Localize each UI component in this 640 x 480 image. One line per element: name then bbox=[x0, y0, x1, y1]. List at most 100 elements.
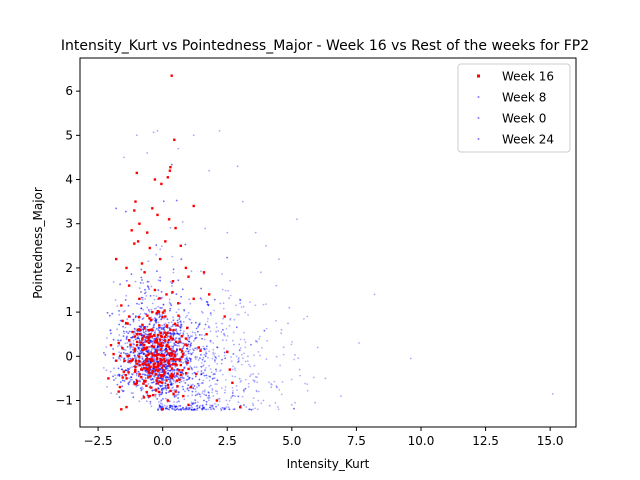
scatter-point bbox=[214, 402, 216, 405]
scatter-point bbox=[147, 260, 150, 263]
scatter-point bbox=[160, 405, 162, 408]
scatter-point bbox=[163, 349, 166, 352]
scatter-point bbox=[117, 367, 120, 370]
week16-point bbox=[178, 340, 181, 343]
scatter-point bbox=[193, 409, 196, 411]
scatter-point bbox=[174, 409, 177, 411]
scatter-point bbox=[170, 405, 173, 408]
scatter-point bbox=[145, 350, 148, 353]
scatter-point bbox=[200, 373, 203, 375]
scatter-point bbox=[147, 349, 150, 351]
scatter-point bbox=[215, 330, 218, 333]
week16-point bbox=[176, 358, 179, 361]
scatter-point bbox=[188, 318, 191, 320]
scatter-point bbox=[147, 349, 150, 351]
scatter-point bbox=[177, 393, 180, 396]
scatter-point bbox=[138, 357, 141, 360]
scatter-point bbox=[126, 318, 128, 321]
scatter-point bbox=[162, 342, 165, 345]
scatter-point bbox=[294, 354, 296, 356]
scatter-point bbox=[197, 325, 200, 328]
scatter-point bbox=[120, 368, 123, 371]
week16-point bbox=[156, 333, 160, 337]
scatter-point bbox=[181, 371, 184, 374]
scatter-point bbox=[165, 389, 168, 391]
scatter-point bbox=[129, 323, 132, 326]
scatter-point bbox=[112, 338, 115, 341]
scatter-point bbox=[179, 329, 182, 332]
scatter-point bbox=[182, 373, 185, 375]
scatter-point bbox=[150, 332, 153, 334]
scatter-point bbox=[177, 308, 180, 311]
scatter-point bbox=[159, 371, 162, 373]
scatter-point bbox=[158, 393, 161, 396]
scatter-point bbox=[194, 401, 197, 404]
scatter-point bbox=[170, 345, 173, 348]
week16-point bbox=[205, 333, 208, 336]
scatter-point bbox=[190, 353, 193, 355]
scatter-point bbox=[207, 396, 209, 399]
scatter-point bbox=[158, 327, 160, 329]
scatter-point bbox=[173, 332, 176, 335]
scatter-point bbox=[109, 329, 112, 332]
scatter-point bbox=[138, 353, 141, 355]
scatter-point bbox=[182, 406, 185, 409]
scatter-point bbox=[227, 289, 230, 292]
scatter-point bbox=[211, 388, 214, 390]
scatter-point bbox=[231, 368, 234, 371]
week16-point bbox=[170, 372, 173, 376]
scatter-point bbox=[132, 319, 135, 322]
scatter-point bbox=[129, 351, 132, 354]
scatter-point bbox=[198, 323, 201, 326]
scatter-point bbox=[182, 342, 185, 345]
scatter-point bbox=[131, 366, 133, 368]
scatter-point bbox=[198, 322, 201, 324]
scatter-point bbox=[150, 356, 152, 358]
scatter-point bbox=[140, 334, 143, 337]
week16-point bbox=[163, 309, 166, 312]
week16-point bbox=[182, 394, 185, 398]
scatter-point bbox=[145, 291, 147, 294]
scatter-point bbox=[212, 348, 215, 351]
week16-point bbox=[162, 354, 165, 357]
scatter-point bbox=[215, 405, 218, 408]
scatter-point bbox=[170, 382, 173, 385]
scatter-point bbox=[239, 302, 242, 305]
scatter-point bbox=[324, 377, 327, 380]
scatter-point bbox=[141, 318, 144, 320]
scatter-point bbox=[151, 343, 154, 345]
scatter-point bbox=[188, 376, 191, 379]
scatter-point bbox=[222, 328, 224, 331]
scatter-point bbox=[209, 312, 212, 314]
scatter-point bbox=[176, 349, 178, 352]
scatter-point bbox=[222, 328, 224, 331]
scatter-point bbox=[150, 340, 152, 343]
scatter-point bbox=[177, 321, 179, 324]
scatter-point bbox=[243, 404, 245, 406]
scatter-point bbox=[153, 326, 156, 329]
scatter-point bbox=[166, 408, 169, 410]
scatter-point bbox=[192, 387, 195, 390]
scatter-point bbox=[230, 356, 232, 358]
scatter-point bbox=[153, 324, 155, 327]
scatter-point bbox=[162, 327, 165, 330]
week16-point bbox=[119, 354, 122, 358]
scatter-point bbox=[184, 354, 187, 356]
scatter-point bbox=[193, 408, 196, 411]
scatter-point bbox=[179, 326, 182, 328]
scatter-point bbox=[125, 336, 128, 339]
scatter-point bbox=[179, 326, 182, 328]
scatter-point bbox=[207, 303, 210, 306]
scatter-point bbox=[157, 305, 160, 308]
scatter-point bbox=[203, 406, 206, 409]
scatter-point bbox=[190, 408, 193, 411]
x-tick-label: 10.0 bbox=[408, 434, 435, 448]
week16-point bbox=[169, 389, 172, 393]
scatter-point bbox=[144, 333, 147, 335]
scatter-point bbox=[123, 357, 126, 360]
week16-point bbox=[166, 343, 169, 346]
scatter-point bbox=[195, 327, 198, 330]
scatter-point bbox=[169, 406, 172, 409]
scatter-point bbox=[183, 366, 186, 369]
scatter-point bbox=[176, 408, 178, 411]
